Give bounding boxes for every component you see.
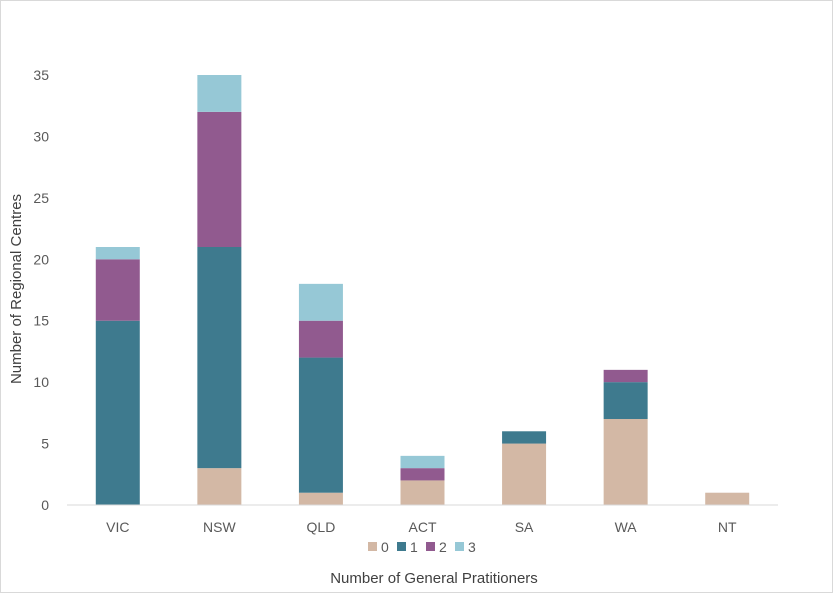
bar-vic-series-3: [95, 247, 140, 260]
bar-nsw-series-1: [197, 247, 242, 469]
bar-nsw-series-2: [197, 111, 242, 247]
bar-wa-series-2: [603, 369, 648, 383]
bar-act-series-3: [400, 455, 445, 469]
bar-sa-series-0: [502, 443, 547, 505]
legend-label-1: 1: [410, 539, 418, 555]
x-tick-label-qld: QLD: [307, 519, 336, 535]
y-tick-label: 35: [33, 67, 49, 83]
bar-nsw-series-3: [197, 75, 242, 112]
y-tick-label: 0: [41, 497, 49, 513]
bar-vic-series-2: [95, 259, 140, 321]
bar-sa-series-1: [502, 431, 547, 444]
legend: 0 1 2 3: [368, 539, 476, 555]
x-tick-label-vic: VIC: [106, 519, 129, 535]
bars: [95, 75, 750, 505]
legend-swatch-3: [455, 542, 464, 551]
bar-nsw-series-0: [197, 468, 242, 505]
bar-qld-series-0: [298, 492, 343, 505]
bar-vic-series-1: [95, 320, 140, 505]
bar-wa-series-0: [603, 419, 648, 505]
y-tick-label: 25: [33, 190, 49, 206]
bar-qld-series-3: [298, 283, 343, 321]
x-axis-ticks: VIC NSW QLD ACT SA WA NT: [106, 519, 737, 535]
legend-swatch-1: [397, 542, 406, 551]
y-tick-label: 10: [33, 374, 49, 390]
x-axis-title: Number of General Pratitioners: [330, 570, 538, 587]
legend-label-0: 0: [381, 539, 389, 555]
bar-nt-series-0: [705, 492, 750, 505]
legend-label-2: 2: [439, 539, 447, 555]
y-tick-label: 5: [41, 436, 49, 452]
bar-qld-series-2: [298, 320, 343, 358]
legend-label-3: 3: [468, 539, 476, 555]
x-tick-label-nsw: NSW: [203, 519, 236, 535]
bar-qld-series-1: [298, 357, 343, 493]
y-tick-label: 30: [33, 128, 49, 144]
bar-act-series-0: [400, 480, 445, 505]
y-tick-label: 15: [33, 313, 49, 329]
x-tick-label-nt: NT: [718, 519, 737, 535]
y-axis-title: Number of Regional Centres: [8, 194, 25, 384]
y-axis-ticks: 0 5 10 15 20 25 30 35: [33, 67, 49, 513]
y-tick-label: 20: [33, 251, 49, 267]
bar-wa-series-1: [603, 382, 648, 419]
legend-swatch-0: [368, 542, 377, 551]
legend-swatch-2: [426, 542, 435, 551]
x-tick-label-act: ACT: [409, 519, 437, 535]
bar-act-series-2: [400, 468, 445, 481]
x-tick-label-wa: WA: [615, 519, 638, 535]
x-tick-label-sa: SA: [515, 519, 534, 535]
